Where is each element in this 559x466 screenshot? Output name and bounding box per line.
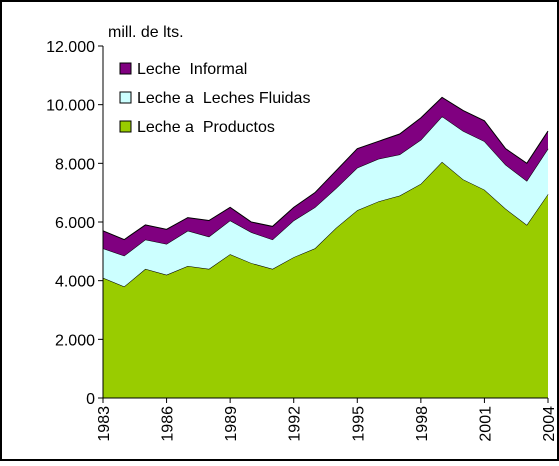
legend-swatch [119,91,132,104]
y-axis-label: mill. de lts. [108,24,184,41]
y-tick-label: 10.000 [46,98,95,115]
y-tick-label: 8.000 [55,156,95,173]
y-tick-label: 12.000 [46,39,95,56]
y-tick-label: 0 [86,391,95,408]
legend-swatch [119,62,132,75]
legend-swatch [119,120,132,133]
area [103,161,548,398]
y-tick-label: 2.000 [55,332,95,349]
x-tick-label: 1983 [96,406,113,442]
x-tick-label: 2001 [477,406,494,442]
x-tick-label: 1992 [287,406,304,442]
area-edge [102,96,549,241]
area [103,116,548,287]
x-tick-label: 1998 [414,406,431,442]
x-tick-label: 1986 [160,406,177,442]
area [103,97,548,256]
legend-label: Leche Informal [137,61,247,78]
legend-label: Leche a Productos [137,119,275,136]
y-tick-label: 4.000 [55,274,95,291]
x-tick-label: 1989 [223,406,240,442]
x-tick-label: 1995 [350,406,367,442]
x-tick-label: 2004 [541,406,558,442]
y-tick-label: 6.000 [55,215,95,232]
legend-label: Leche a Leches Fluidas [137,90,310,107]
